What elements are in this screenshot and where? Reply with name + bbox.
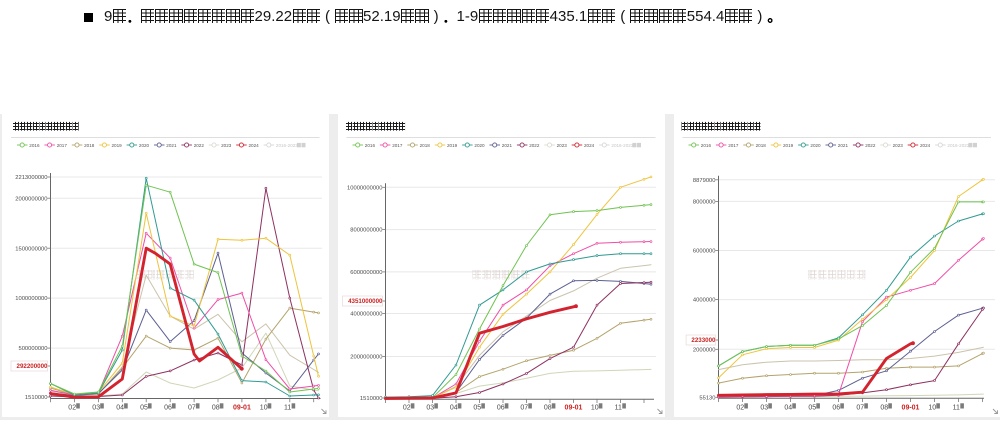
svg-text:2021: 2021 — [838, 143, 849, 148]
svg-text:06: 06 — [497, 404, 505, 411]
svg-text:06: 06 — [832, 404, 840, 411]
svg-text:2024: 2024 — [584, 143, 595, 148]
svg-text:2213000000: 2213000000 — [15, 175, 47, 181]
svg-text:08: 08 — [544, 404, 552, 411]
svg-text:2019: 2019 — [112, 143, 123, 148]
svg-text:2018: 2018 — [84, 143, 95, 148]
svg-text:10: 10 — [260, 404, 268, 411]
svg-text:04: 04 — [450, 404, 458, 411]
svg-text:04: 04 — [116, 404, 124, 411]
svg-text:02: 02 — [68, 404, 76, 411]
svg-text:09-01: 09-01 — [565, 404, 583, 411]
svg-text:2022: 2022 — [194, 143, 205, 148]
svg-text:2016: 2016 — [701, 143, 712, 148]
svg-text:4000000000: 4000000000 — [350, 312, 382, 318]
svg-text:2233000: 2233000 — [691, 337, 716, 344]
svg-text:09-01: 09-01 — [902, 404, 920, 411]
svg-text:08: 08 — [212, 404, 220, 411]
svg-text:2020: 2020 — [139, 143, 150, 148]
svg-text:02: 02 — [736, 404, 744, 411]
svg-text:2020: 2020 — [474, 143, 485, 148]
svg-text:2023: 2023 — [221, 143, 232, 148]
svg-text:2000000: 2000000 — [693, 347, 716, 353]
svg-text:6000000: 6000000 — [693, 249, 716, 255]
svg-text:08: 08 — [880, 404, 888, 411]
svg-text:4351000000: 4351000000 — [348, 298, 383, 305]
svg-text:2016: 2016 — [365, 143, 376, 148]
svg-text:05: 05 — [140, 404, 148, 411]
svg-text:2021: 2021 — [166, 143, 177, 148]
svg-text:05: 05 — [473, 404, 481, 411]
svg-text:11: 11 — [615, 404, 622, 411]
svg-text:03: 03 — [760, 404, 768, 411]
svg-text:4000000: 4000000 — [693, 298, 716, 304]
svg-text:2018: 2018 — [420, 143, 431, 148]
svg-text:2019: 2019 — [783, 143, 794, 148]
svg-text:10: 10 — [591, 404, 599, 411]
svg-text:2017: 2017 — [392, 143, 403, 148]
svg-text:11: 11 — [284, 404, 291, 411]
svg-text:07: 07 — [188, 404, 196, 411]
svg-text:8000000000: 8000000000 — [350, 228, 382, 234]
svg-text:09-01: 09-01 — [233, 404, 251, 411]
svg-text:2022: 2022 — [865, 143, 876, 148]
svg-text:02: 02 — [403, 404, 411, 411]
svg-text:2023: 2023 — [557, 143, 568, 148]
svg-text:04: 04 — [784, 404, 792, 411]
svg-text:1510000: 1510000 — [25, 395, 48, 401]
svg-text:1000000000: 1000000000 — [15, 296, 47, 302]
svg-text:55130: 55130 — [699, 395, 715, 401]
svg-text:05: 05 — [808, 404, 816, 411]
svg-text:2017: 2017 — [57, 143, 68, 148]
svg-text:06: 06 — [164, 404, 172, 411]
svg-text:10: 10 — [928, 404, 936, 411]
svg-text:2016-2023: 2016-2023 — [276, 143, 298, 148]
svg-text:07: 07 — [856, 404, 864, 411]
svg-text:2019: 2019 — [447, 143, 458, 148]
svg-text:2021: 2021 — [502, 143, 513, 148]
svg-text:6000000000: 6000000000 — [350, 270, 382, 276]
svg-text:1510000: 1510000 — [360, 396, 383, 402]
svg-text:2000000000: 2000000000 — [350, 355, 382, 361]
svg-text:03: 03 — [92, 404, 100, 411]
svg-text:2016-2023: 2016-2023 — [611, 143, 633, 148]
svg-text:11: 11 — [953, 404, 960, 411]
svg-text:2024: 2024 — [920, 143, 931, 148]
svg-text:2016: 2016 — [29, 143, 40, 148]
svg-text:8879000: 8879000 — [693, 178, 716, 184]
svg-text:500000000: 500000000 — [18, 346, 47, 352]
svg-text:2018: 2018 — [756, 143, 767, 148]
svg-text:07: 07 — [520, 404, 528, 411]
svg-text:10000000000: 10000000000 — [347, 185, 382, 191]
svg-text:2020: 2020 — [810, 143, 821, 148]
svg-text:2024: 2024 — [249, 143, 260, 148]
svg-text:1500000000: 1500000000 — [15, 246, 47, 252]
svg-text:2017: 2017 — [728, 143, 739, 148]
svg-text:03: 03 — [426, 404, 434, 411]
svg-text:292200000: 292200000 — [17, 363, 49, 370]
svg-text:2023: 2023 — [893, 143, 904, 148]
svg-text:2016-2023: 2016-2023 — [947, 143, 969, 148]
svg-text:2000000000: 2000000000 — [15, 196, 47, 202]
svg-text:8000000: 8000000 — [693, 200, 716, 206]
svg-text:2022: 2022 — [529, 143, 540, 148]
